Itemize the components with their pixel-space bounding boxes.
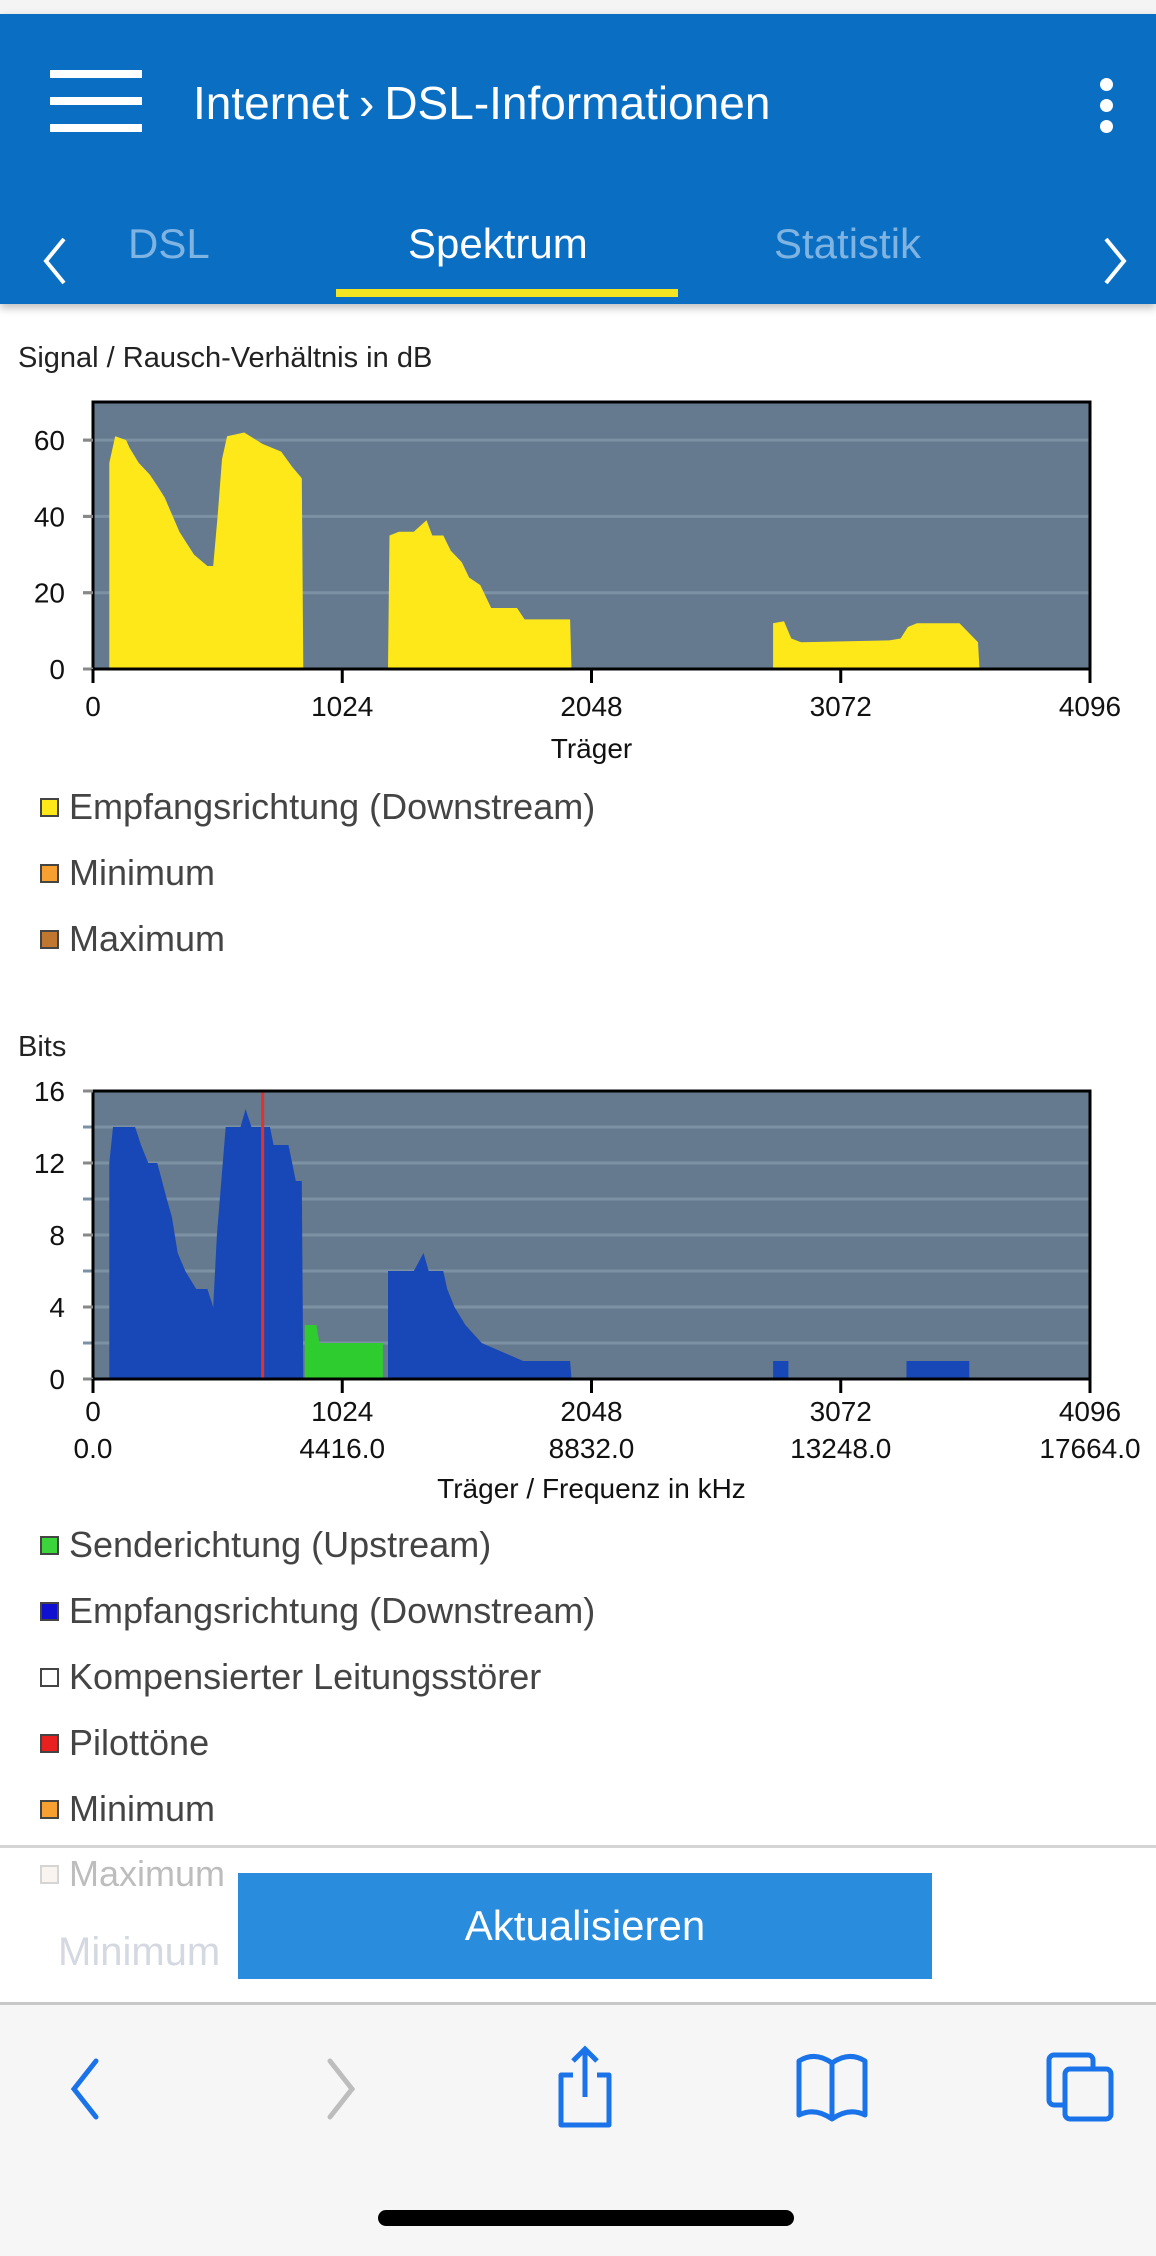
x-tick-label: 4096 xyxy=(1059,691,1121,722)
series-area-0-1 xyxy=(388,520,572,669)
y-tick-label: 0 xyxy=(49,654,65,685)
legend-label: Minimum xyxy=(69,852,216,893)
back-icon[interactable] xyxy=(66,2057,106,2121)
breadcrumb-parent[interactable]: Internet xyxy=(193,77,349,129)
x-axis-label: Träger / Frequenz in kHz xyxy=(437,1473,746,1504)
legend-swatch xyxy=(40,1799,59,1819)
legend-label: Senderichtung (Upstream) xyxy=(69,1524,492,1565)
x-tick-frequency-label: 4416.0 xyxy=(299,1433,385,1464)
bits-chart: 0 4 8 12 16 0 0.0 1024 4416.0 2048 8832.0 3072 13248… xyxy=(34,1080,1141,1504)
legend-item: Senderichtung (Upstream) xyxy=(40,1524,491,1566)
y-tick-label: 20 xyxy=(34,578,65,609)
legend-label: Pilottöne xyxy=(69,1722,210,1763)
legend-swatch xyxy=(40,797,59,817)
series-area-0-0 xyxy=(109,1109,304,1379)
x-tick-label: 4096 xyxy=(1059,1396,1121,1427)
legend-swatch xyxy=(40,1601,59,1621)
legend-item: Minimum xyxy=(40,1788,215,1830)
legend-swatch xyxy=(40,1864,59,1884)
tabs-icon[interactable] xyxy=(1045,2051,1115,2123)
forward-icon[interactable] xyxy=(320,2057,360,2121)
bookmarks-icon[interactable] xyxy=(795,2053,869,2123)
series-area-1-0 xyxy=(304,1325,383,1379)
x-tick-label: 3072 xyxy=(810,1396,872,1427)
y-tick-label: 40 xyxy=(34,501,65,532)
legend-swatch xyxy=(40,1733,59,1753)
legend-label: Kompensierter Leitungsstörer xyxy=(69,1656,542,1697)
legend-item-maximum-faded: Maximum xyxy=(40,1853,225,1895)
x-tick-frequency-label: 13248.0 xyxy=(790,1433,891,1464)
legend-swatch xyxy=(40,929,59,949)
y-tick-label: 8 xyxy=(49,1220,65,1251)
tab-dsl[interactable]: DSL xyxy=(128,220,210,267)
refresh-button[interactable]: Aktualisieren xyxy=(238,1873,932,1979)
browser-toolbar xyxy=(0,2002,1156,2256)
y-tick-label: 4 xyxy=(49,1292,65,1323)
legend-swatch xyxy=(40,863,59,883)
tab-spektrum[interactable]: Spektrum xyxy=(408,220,588,267)
x-tick-label: 1024 xyxy=(311,691,373,722)
more-options-icon[interactable] xyxy=(1100,78,1114,134)
x-tick-label: 3072 xyxy=(810,691,872,722)
legend-item: Minimum xyxy=(40,852,215,894)
series-area-0-1 xyxy=(388,1253,572,1379)
legend-swatch xyxy=(40,1667,59,1687)
series-area-0-3 xyxy=(906,1361,970,1379)
legend-label: Empfangsrichtung (Downstream) xyxy=(69,1590,596,1631)
menu-icon[interactable] xyxy=(50,70,142,132)
legend-item: Pilottöne xyxy=(40,1722,209,1764)
legend-swatch xyxy=(40,1535,59,1555)
page-title: DSL-Informationen xyxy=(384,77,771,129)
x-tick-label: 1024 xyxy=(311,1396,373,1427)
x-tick-label: 0 xyxy=(85,691,101,722)
legend-label: Maximum xyxy=(69,918,226,959)
x-tick-label: 2048 xyxy=(560,691,622,722)
share-icon[interactable] xyxy=(555,2045,615,2129)
legend-label: Empfangsrichtung (Downstream) xyxy=(69,786,596,827)
x-tick-label: 0 xyxy=(85,1396,101,1427)
y-tick-label: 0 xyxy=(49,1364,65,1395)
series-area-0-2 xyxy=(773,621,980,669)
bits-chart-title: Bits xyxy=(18,1031,67,1063)
tabs-next-icon[interactable] xyxy=(1100,236,1130,286)
faded-minimum-label: Minimum xyxy=(58,1930,221,1974)
series-area-0-0 xyxy=(109,432,304,669)
x-tick-frequency-label: 8832.0 xyxy=(549,1433,635,1464)
snr-chart-title: Signal / Rausch-Verhältnis in dB xyxy=(18,342,433,374)
app-header: Internet › DSL-Informationen DSL Spektrum … xyxy=(0,14,1156,304)
status-strip xyxy=(0,0,1156,14)
legend-label: Maximum xyxy=(69,1853,226,1894)
breadcrumb: Internet › DSL-Informationen xyxy=(193,76,770,130)
x-tick-frequency-label: 0.0 xyxy=(74,1433,113,1464)
legend-item: Empfangsrichtung (Downstream) xyxy=(40,786,595,828)
divider xyxy=(0,1845,1156,1848)
y-tick-label: 12 xyxy=(34,1148,65,1179)
x-axis-label: Träger xyxy=(551,733,632,764)
active-tab-indicator xyxy=(336,289,678,297)
y-tick-label: 60 xyxy=(34,425,65,456)
snr-chart: 0 20 40 60 0 1024 2048 3072 4096 Träger xyxy=(34,400,1121,764)
legend-item: Maximum xyxy=(40,918,225,960)
breadcrumb-separator-icon: › xyxy=(359,77,375,129)
x-tick-frequency-label: 17664.0 xyxy=(1039,1433,1140,1464)
tabs-prev-icon[interactable] xyxy=(40,236,70,286)
y-tick-label: 16 xyxy=(34,1080,65,1107)
legend-item: Empfangsrichtung (Downstream) xyxy=(40,1590,595,1632)
legend-label: Minimum xyxy=(69,1788,216,1829)
x-tick-label: 2048 xyxy=(560,1396,622,1427)
legend-item: Kompensierter Leitungsstörer xyxy=(40,1656,541,1698)
series-area-0-2 xyxy=(773,1361,789,1379)
tab-statistik[interactable]: Statistik xyxy=(774,220,922,267)
home-indicator xyxy=(378,2210,794,2226)
